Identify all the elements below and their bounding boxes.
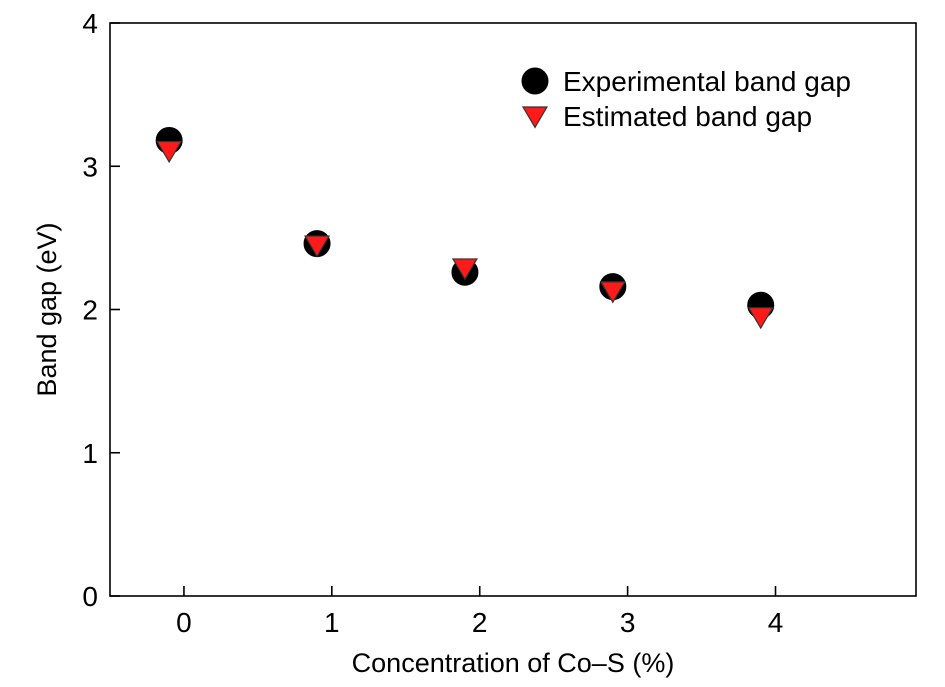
legend-label: Estimated band gap — [563, 101, 812, 132]
x-tick-label: 3 — [620, 607, 636, 638]
y-axis-label: Band gap (eV) — [32, 222, 62, 396]
estimated-point — [747, 307, 774, 330]
x-tick-label: 0 — [176, 607, 192, 638]
y-tick-label: 1 — [82, 438, 98, 469]
data-points — [155, 126, 775, 330]
y-tick-label: 0 — [82, 581, 98, 612]
estimated-point — [451, 258, 478, 281]
y-axis: 0 1 2 3 4 — [82, 8, 120, 612]
legend: Experimental band gap Estimated band gap — [521, 66, 851, 132]
estimated-point — [156, 140, 183, 164]
x-axis: 0 1 2 3 4 — [176, 586, 783, 638]
estimated-point — [303, 235, 331, 258]
x-axis-label: Concentration of Co–S (%) — [352, 648, 675, 678]
legend-marker-experimental — [521, 67, 549, 95]
estimated-point — [599, 281, 626, 304]
legend-label: Experimental band gap — [563, 66, 851, 97]
x-tick-label: 2 — [472, 607, 488, 638]
legend-marker-estimated — [521, 106, 549, 129]
y-tick-label: 4 — [82, 8, 98, 39]
y-tick-label: 2 — [82, 295, 98, 326]
y-tick-label: 3 — [82, 151, 98, 182]
x-tick-label: 1 — [324, 607, 340, 638]
x-tick-label: 4 — [768, 607, 784, 638]
